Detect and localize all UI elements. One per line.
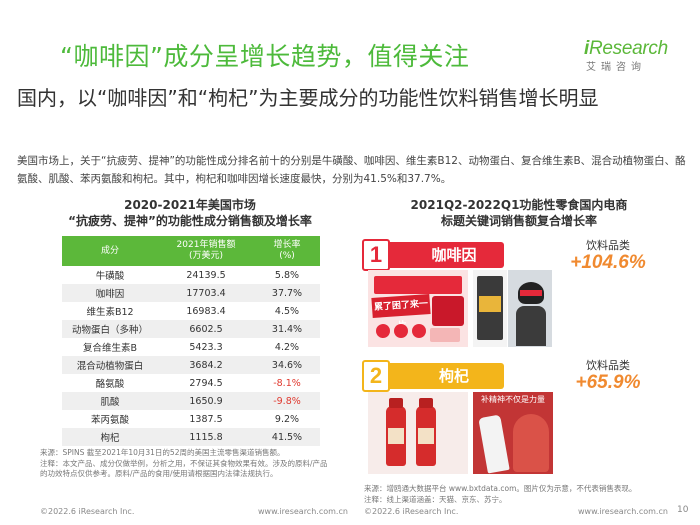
rank-2-growth: +65.9% xyxy=(575,372,641,393)
table-row: 枸杞 1115.8 41.5% xyxy=(62,428,320,446)
footer-copyright-left: ©2022.6 iResearch Inc. xyxy=(40,507,135,516)
cyclist-product-image xyxy=(508,270,552,347)
rank-1-number: 1 xyxy=(362,239,390,271)
table-row: 混合动植物蛋白 3684.2 34.6% xyxy=(62,356,320,374)
rank-2-category: 饮料品类 xyxy=(586,359,630,372)
rank-1-growth: +104.6% xyxy=(570,252,646,273)
table-row: 苯丙氨酸 1387.5 9.2% xyxy=(62,410,320,428)
right-chart-title: 2021Q2-2022Q1功能性零食国内电商 标题关键词销售额复合增长率 xyxy=(410,198,628,228)
table-row: 动物蛋白（多种） 6602.5 31.4% xyxy=(62,320,320,338)
coffee-tablet-product-image: 累了困了来一片 xyxy=(368,270,468,347)
iresearch-logo: iResearch 艾瑞咨询 xyxy=(584,38,684,80)
rank-1-keyword: 1 咖啡因 xyxy=(362,239,504,271)
page-subtitle: 国内，以“咖啡因”和“枸杞”为主要成分的功能性饮料销售增长明显 xyxy=(17,86,599,110)
footer-copyright-right: ©2022.6 iResearch Inc. xyxy=(364,507,459,516)
left-footnote: 来源：SPINS 截至2021年10月31日的52周的美国主流零售渠道销售额。 … xyxy=(40,448,328,478)
rank-2-label: 枸杞 xyxy=(438,367,469,385)
page-number: 10 xyxy=(677,505,689,515)
left-chart-title: 2020-2021年美国市场 “抗疲劳、提神”的功能性成分销售额及增长率 xyxy=(68,198,312,228)
page-title: “咖啡因”成分呈增长趋势，值得关注 xyxy=(60,42,470,71)
header-growth: 增长率 (%) xyxy=(254,236,320,266)
right-footnote: 来源：增鸥通大数据平台 www.bxtdata.com。图片仅为示意，不代表销售… xyxy=(364,484,637,504)
table-row: 酪氨酸 2794.5 -8.1% xyxy=(62,374,320,392)
logo-cn-text: 艾瑞咨询 xyxy=(586,62,646,73)
footer-url-right: www.iresearch.com.cn xyxy=(578,507,668,516)
rank-1-label: 咖啡因 xyxy=(431,246,477,264)
table-header-row: 成分 2021年销售额 (万美元) 增长率 (%) xyxy=(62,236,320,266)
table-row: 牛磺酸 24139.5 5.8% xyxy=(62,266,320,284)
goji-drink-product-image: 补精神不仅是力量 xyxy=(473,392,553,474)
product-banner-text: 累了困了来一片 xyxy=(371,294,431,331)
header-ingredient: 成分 xyxy=(62,236,158,266)
table-row: 咖啡因 17703.4 37.7% xyxy=(62,284,320,302)
coffee-box-product-image xyxy=(473,270,507,347)
summary-paragraph: 美国市场上，关于“抗疲劳、提神”的功能性成分排名前十的分别是牛磺酸、咖啡因、维生… xyxy=(17,155,686,185)
footer-url-left: www.iresearch.com.cn xyxy=(258,507,348,516)
product-banner-text: 补精神不仅是力量 xyxy=(481,395,545,404)
rank-2-keyword: 2 枸杞 xyxy=(362,360,504,392)
goji-bottle-product-image xyxy=(368,392,468,474)
rank-2-number: 2 xyxy=(362,360,390,392)
ingredient-sales-table: 成分 2021年销售额 (万美元) 增长率 (%) 牛磺酸 24139.5 5.8% 咖… xyxy=(62,236,320,446)
rank-1-category: 饮料品类 xyxy=(586,239,630,252)
table-row: 维生素B12 16983.4 4.5% xyxy=(62,302,320,320)
table-row: 复合维生素B 5423.3 4.2% xyxy=(62,338,320,356)
table-row: 肌酸 1650.9 -9.8% xyxy=(62,392,320,410)
header-sales: 2021年销售额 (万美元) xyxy=(158,236,254,266)
